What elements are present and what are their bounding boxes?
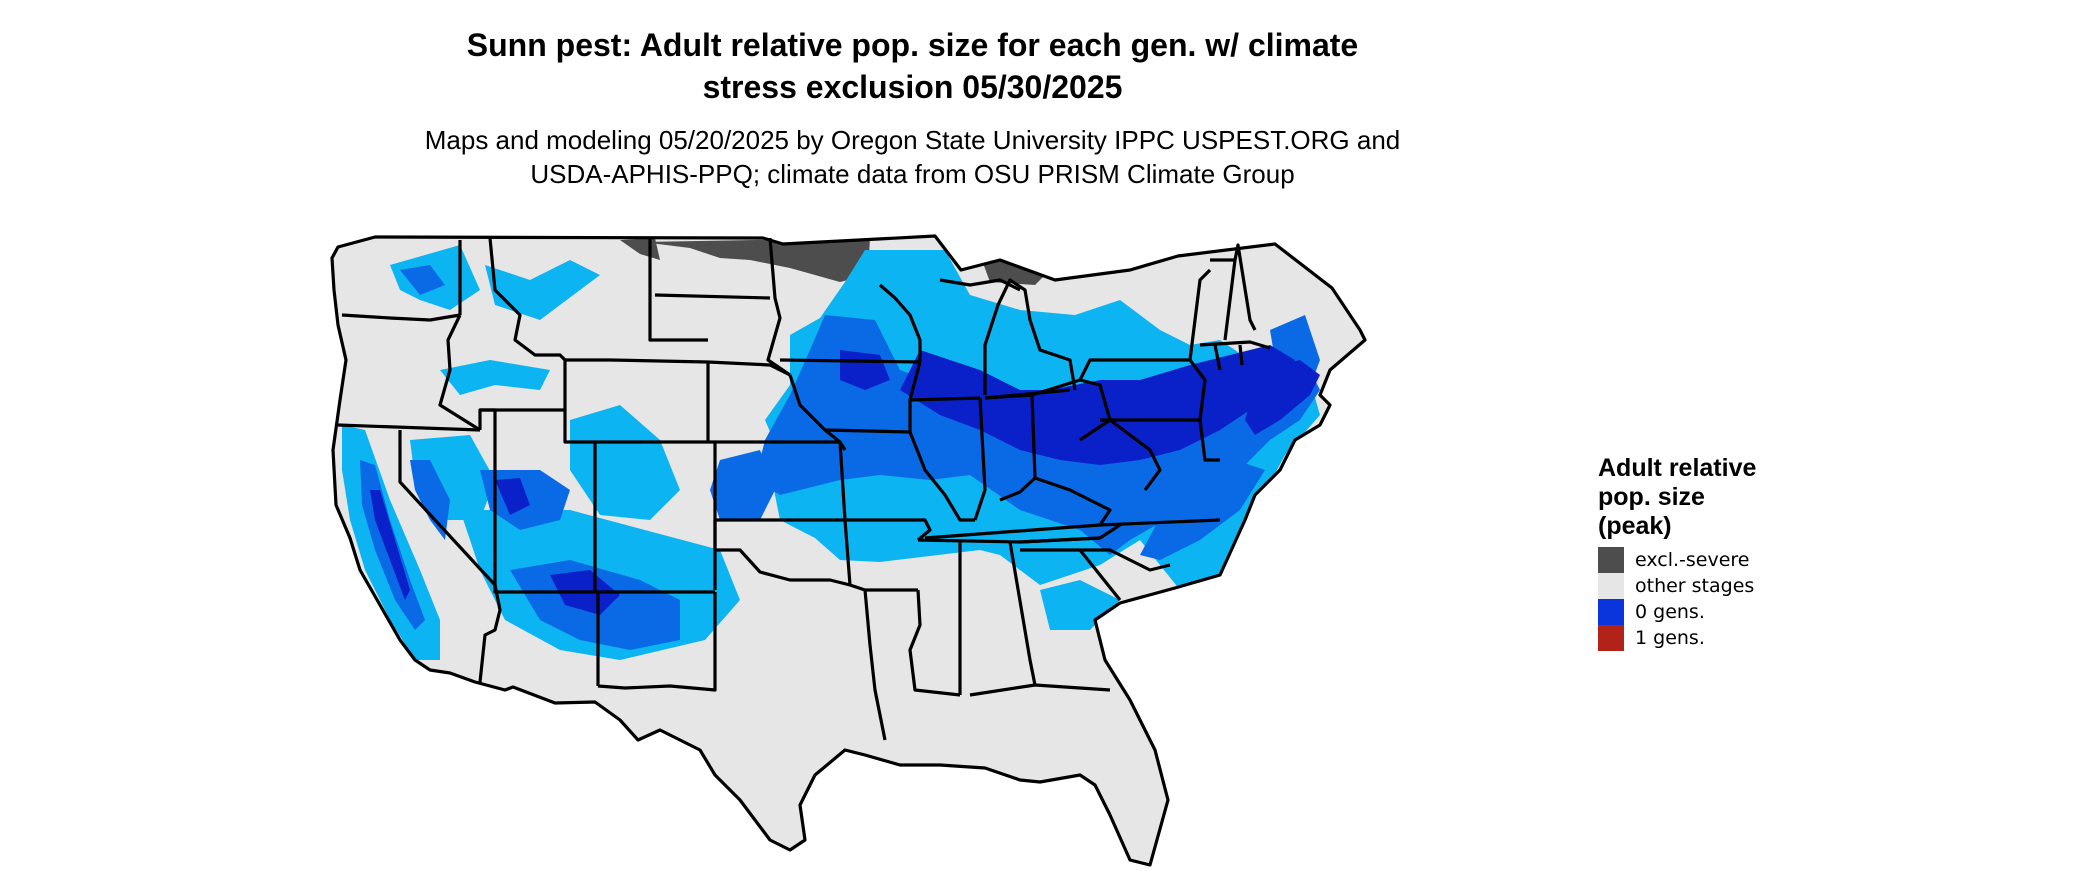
legend-swatch [1598,599,1624,625]
map-subtitle: Maps and modeling 05/20/2025 by Oregon S… [0,123,1825,191]
border-or-ca-nv [337,423,481,432]
border-or-id [438,314,481,432]
border-mn-ia [779,358,921,364]
legend-swatch [1598,625,1624,651]
deep-blue-utah-ridges [495,478,530,515]
national-outline [330,234,1367,867]
border-nc-sc [1080,548,1171,572]
border-nd-sd [654,293,771,300]
border-wy-co [595,440,717,590]
legend-swatch [1598,573,1624,599]
border-va-nc [1099,518,1221,527]
border-ia-mo [824,428,911,434]
border-la-tx [863,589,887,741]
legend-label: other stages [1635,575,1755,597]
excluded-zone-north-dakota [642,238,870,282]
border-id-wy-ut [478,360,567,430]
border-nh-me [1233,243,1257,331]
model-layer [342,238,1320,660]
border-pa-nj [1188,359,1207,421]
border-ut-wy [563,410,597,592]
border-al-fl [969,683,1111,697]
border-wv-va-md [1079,418,1162,491]
legend-swatch [1598,547,1624,573]
map-subtitle-line-2: USDA-APHIS-PPQ; climate data from OSU PR… [530,159,1295,189]
mid-blue-sierra [410,460,450,540]
border-md-de [1198,419,1220,462]
border-nd-mn [766,237,791,377]
border-al-ga [1008,541,1037,686]
legend-label: 1 gens. [1635,627,1705,649]
light-blue-snake-river [440,360,550,395]
border-nv-ut [480,408,497,585]
upper-peninsula-shore [939,278,1021,292]
border-mt-wy-sd [565,358,710,442]
legend-title: Adult relative pop. size (peak) [1598,454,1818,541]
legend-title-line-2: pop. size [1598,483,1705,511]
legend-item: 0 gens. [1598,599,1818,625]
border-ny-vt-ma [1188,268,1212,361]
border-ok-ar [843,519,866,592]
border-ut-co-az-nm [493,585,600,686]
light-blue-rockies [570,405,680,520]
deep-blue-central-band [900,345,1295,465]
deep-blue-mid-atlantic [1245,360,1320,435]
lake-michigan-shore [983,278,1077,395]
legend-item: excl.-severe [1598,547,1818,573]
map-legend: Adult relative pop. size (peak) excl.-se… [1598,454,1818,651]
mid-blue-appalachia [1140,460,1265,560]
us-map [330,234,1367,867]
legend-label: 0 gens. [1635,601,1705,623]
light-blue-nw-valleys [485,260,600,320]
map-title-line-2: stress exclusion 05/30/2025 [702,69,1123,105]
border-wi-il [909,396,981,402]
border-ky-wv-va [1034,476,1112,526]
legend-title-line-3: (peak) [1598,512,1672,540]
mid-blue-north-idaho [400,265,445,295]
legend-item: 1 gens. [1598,625,1818,651]
mid-blue-colorado-front [710,450,775,520]
legend-item: other stages [1598,573,1818,599]
border-ma-ct-ri [1199,340,1271,350]
border-la-ms [908,589,961,697]
map-title-line-1: Sunn pest: Adult relative pop. size for … [466,27,1359,63]
border-mo-ar [845,518,932,542]
border-ny-ct [1213,344,1222,371]
map-title: Sunn pest: Adult relative pop. size for … [0,24,1825,108]
border-il-mo-ky [908,431,975,522]
border-tn-nc [1019,523,1121,544]
state-borders [330,234,1367,867]
border-ok-tx [713,520,851,587]
legend-label: excl.-severe [1635,549,1750,571]
border-ct-ri [1238,344,1244,366]
border-oh-wv-pa [1031,378,1112,421]
border-nm-tx [597,592,717,692]
legend-items: excl.-severe other stages 0 gens. 1 gens… [1598,547,1818,651]
border-ks-mo [838,441,847,521]
legend-title-line-1: Adult relative [1598,454,1757,482]
border-id-mt [488,237,567,362]
border-wa-or [341,313,461,322]
border-ky-tn [924,523,1101,540]
border-ca-nv [398,430,502,683]
border-pa-ny [1078,358,1190,381]
border-mi-in-oh [984,388,1071,400]
border-il-in [973,397,987,521]
deep-blue-sierra-spine [370,490,410,600]
border-mt-nd [648,238,708,342]
border-mn-wi [878,283,922,362]
map-subtitle-line-1: Maps and modeling 05/20/2025 by Oregon S… [424,125,1401,155]
